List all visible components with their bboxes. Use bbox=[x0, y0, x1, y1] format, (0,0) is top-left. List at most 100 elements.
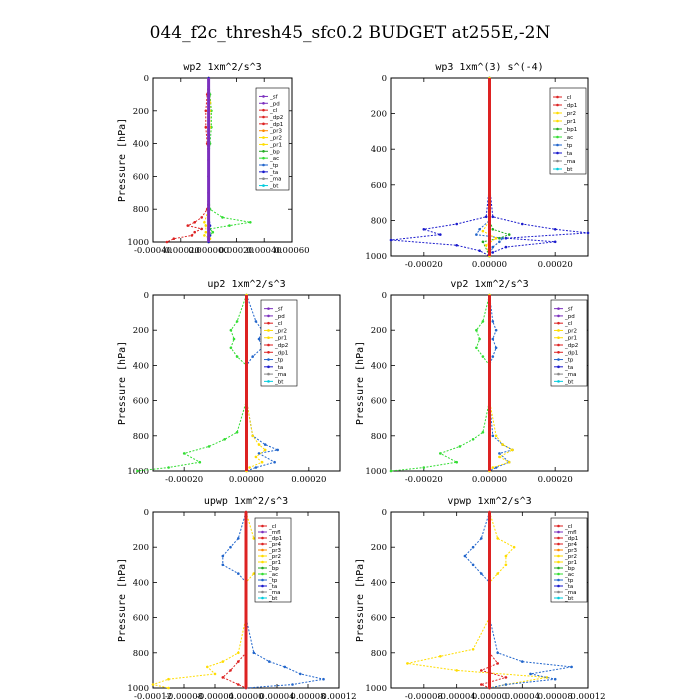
data-point bbox=[521, 222, 524, 226]
data-point bbox=[498, 240, 501, 244]
data-point bbox=[204, 109, 208, 113]
data-point bbox=[494, 236, 498, 240]
legend-marker bbox=[556, 127, 559, 131]
data-point bbox=[257, 452, 261, 455]
data-point bbox=[504, 245, 508, 249]
legend-label: _pd bbox=[564, 314, 575, 320]
x-tick-label: 0.00040 bbox=[247, 246, 282, 256]
y-tick-label: 800 bbox=[133, 649, 149, 659]
data-point bbox=[291, 683, 294, 686]
data-point bbox=[276, 448, 280, 452]
data-point bbox=[268, 660, 271, 663]
series-line-pr2 bbox=[407, 511, 548, 689]
data-point bbox=[249, 221, 252, 224]
legend-marker bbox=[557, 572, 560, 576]
legend-marker bbox=[556, 143, 559, 147]
data-point bbox=[455, 222, 459, 226]
legend-label: _dp2 bbox=[269, 115, 283, 121]
data-point bbox=[221, 660, 225, 663]
legend-label: _pr3 bbox=[564, 548, 578, 554]
panel-title: wp2 1xm^2/s^3 bbox=[183, 62, 261, 73]
legend-label: _dp2 bbox=[564, 343, 578, 349]
data-point bbox=[504, 554, 508, 558]
y-tick-label: 600 bbox=[371, 614, 387, 624]
data-point bbox=[204, 224, 208, 227]
data-point bbox=[475, 346, 478, 350]
data-point bbox=[151, 683, 155, 686]
data-point bbox=[221, 676, 225, 679]
legend-marker bbox=[267, 380, 270, 383]
series-line-ac bbox=[137, 294, 247, 472]
x-tick-label: 0.00012 bbox=[570, 692, 605, 700]
x-tick-label: 0.00020 bbox=[219, 246, 254, 256]
data-point bbox=[498, 236, 501, 240]
data-point bbox=[478, 249, 481, 252]
y-tick-label: 600 bbox=[371, 397, 387, 407]
y-tick-label: 600 bbox=[371, 181, 387, 191]
legend-marker bbox=[557, 554, 560, 558]
legend-label: _bt bbox=[564, 379, 574, 385]
legend-marker bbox=[261, 566, 264, 570]
data-point bbox=[480, 537, 483, 540]
legend-label: _cl bbox=[268, 524, 277, 530]
data-point bbox=[211, 230, 215, 234]
data-point bbox=[484, 215, 488, 219]
y-tick-label: 400 bbox=[371, 361, 387, 371]
panels: wp2 1xm^2/s^3 Pressure [hPa] 0 200 400 600 800… bbox=[117, 62, 606, 700]
legend-marker bbox=[262, 170, 265, 174]
legend-marker bbox=[557, 380, 560, 383]
legend-label: _pd bbox=[269, 101, 280, 107]
legend-label: _sf bbox=[269, 94, 279, 100]
y-tick-label: 200 bbox=[371, 110, 387, 120]
panel-title: up2 1xm^2/s^3 bbox=[207, 279, 285, 290]
data-point bbox=[167, 677, 170, 681]
data-point bbox=[480, 683, 483, 686]
legend-label: _pr2 bbox=[269, 136, 282, 142]
data-point bbox=[455, 244, 459, 247]
data-point bbox=[299, 672, 302, 676]
legend-marker bbox=[262, 101, 265, 105]
data-point bbox=[213, 672, 217, 676]
x-tick-label: -0.00020 bbox=[405, 260, 443, 270]
legend-marker bbox=[557, 329, 560, 332]
legend-marker bbox=[261, 560, 264, 564]
data-point bbox=[221, 554, 225, 558]
legend-label: _bt bbox=[269, 184, 279, 190]
data-point bbox=[491, 245, 495, 249]
legend-marker bbox=[262, 184, 265, 187]
data-point bbox=[481, 229, 485, 233]
legend-label: _ac bbox=[563, 135, 573, 141]
data-point bbox=[511, 448, 514, 452]
legend-label: _ma bbox=[564, 372, 576, 378]
data-point bbox=[455, 460, 459, 464]
data-point bbox=[232, 337, 236, 341]
data-point bbox=[496, 572, 500, 575]
data-point bbox=[498, 452, 501, 455]
data-point bbox=[458, 445, 462, 448]
legend-marker bbox=[261, 584, 264, 588]
legend-label: _tp bbox=[274, 358, 284, 364]
data-point bbox=[193, 230, 196, 234]
legend-marker bbox=[557, 566, 560, 570]
legend-box bbox=[550, 299, 588, 387]
legend-label: _dp1 bbox=[563, 103, 577, 109]
series-line-tp bbox=[475, 78, 504, 257]
data-point bbox=[406, 662, 409, 665]
legend-marker bbox=[557, 536, 560, 540]
legend-label: _tp bbox=[268, 578, 278, 584]
data-point bbox=[496, 651, 500, 655]
x-tick-label: -0.00004 bbox=[196, 692, 234, 700]
legend-label: _ta bbox=[274, 365, 283, 371]
x-tick-label: -0.00012 bbox=[134, 692, 172, 700]
legend-marker bbox=[262, 136, 265, 139]
data-point bbox=[512, 545, 516, 549]
series-line-pr1 bbox=[489, 295, 514, 472]
data-point bbox=[498, 455, 501, 459]
y-tick-label: 0 bbox=[382, 74, 387, 84]
data-point bbox=[322, 677, 325, 681]
legend-marker bbox=[261, 536, 264, 540]
x-tick-label: 0.00004 bbox=[259, 692, 294, 700]
data-point bbox=[553, 228, 557, 231]
legend-label: _dp1 bbox=[268, 536, 282, 542]
x-tick-label: 0.00008 bbox=[290, 692, 325, 700]
